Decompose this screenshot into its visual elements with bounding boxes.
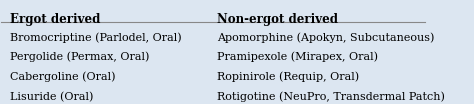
Text: Ergot derived: Ergot derived (10, 12, 100, 25)
Text: Ropinirole (Requip, Oral): Ropinirole (Requip, Oral) (217, 72, 359, 82)
Text: Cabergoline (Oral): Cabergoline (Oral) (10, 72, 115, 82)
Text: Bromocriptine (Parlodel, Oral): Bromocriptine (Parlodel, Oral) (10, 32, 182, 43)
Text: Pramipexole (Mirapex, Oral): Pramipexole (Mirapex, Oral) (217, 52, 378, 63)
Text: Rotigotine (NeuPro, Transdermal Patch): Rotigotine (NeuPro, Transdermal Patch) (217, 92, 445, 102)
Text: Non-ergot derived: Non-ergot derived (217, 12, 338, 25)
Text: Pergolide (Permax, Oral): Pergolide (Permax, Oral) (10, 52, 149, 63)
Text: Lisuride (Oral): Lisuride (Oral) (10, 92, 93, 102)
Text: Apomorphine (Apokyn, Subcutaneous): Apomorphine (Apokyn, Subcutaneous) (217, 32, 435, 43)
